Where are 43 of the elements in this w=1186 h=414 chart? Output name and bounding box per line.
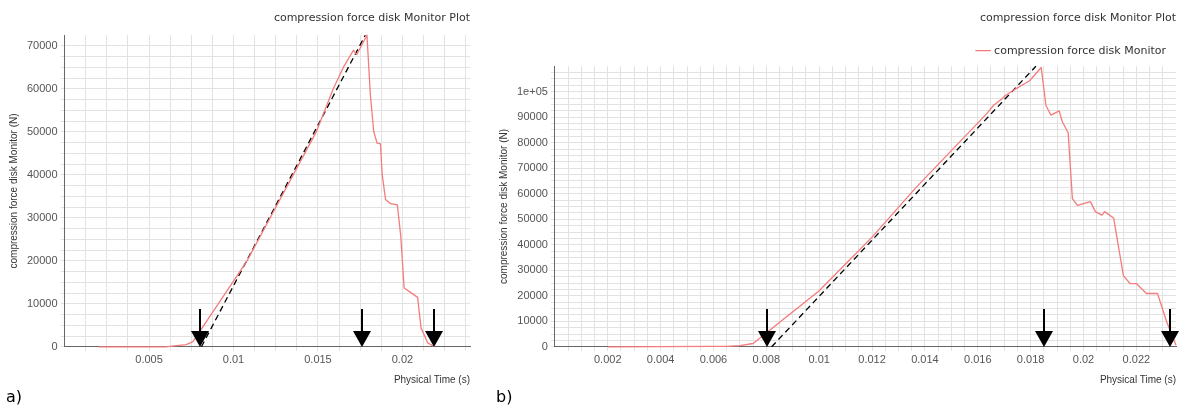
x-tick-label: 0.004 [646,353,675,366]
chart-title: compression force disk Monitor Plot [979,11,1177,25]
y-tick-label: 80000 [517,135,548,148]
x-tick-label: 0.014 [911,353,939,366]
x-tick-label: 0.008 [752,353,781,366]
x-tick-label: 0.02 [391,353,414,366]
y-tick-label: 30000 [517,263,548,276]
y-tick-label: 50000 [517,212,548,225]
text: a) [6,387,23,406]
legend-label: compression force disk Monitor [994,43,1167,57]
x-tick-label: 0.016 [964,353,992,366]
x-tick-label: 0.022 [1122,353,1151,366]
y-tick-label: 90000 [517,110,548,123]
x-axis-title: Physical Time (s) [1099,373,1176,385]
y-tick-label: 60000 [26,81,58,94]
x-tick-label: 0.015 [304,353,332,366]
x-tick-label: 0.005 [135,353,163,366]
y-tick-label: 0 [51,339,58,352]
x-axis-title: Physical Time (s) [393,373,470,385]
x-tick-label: 0.01 [808,353,830,366]
y-tick-label: 70000 [517,161,548,174]
x-tick-label: 0.002 [593,353,622,366]
y-tick-label: 30000 [26,210,58,223]
y-tick-label: 60000 [517,186,548,199]
chart-title: compression force disk Monitor Plot [273,11,471,25]
y-tick-label: 1e+05 [516,84,548,97]
y-axis-title: compression force disk Monitor (N) [497,128,509,285]
y-tick-label: 40000 [517,237,548,250]
y-axis-title: compression force disk Monitor (N) [7,113,19,269]
x-tick-label: 0.01 [222,353,245,366]
y-tick-label: 40000 [26,167,58,180]
y-tick-label: 20000 [517,288,548,301]
x-tick-label: 0.012 [858,353,886,366]
x-tick-label: 0.02 [1072,353,1095,366]
y-tick-label: 10000 [26,296,58,309]
y-tick-label: 50000 [26,124,58,137]
text: b) [496,387,513,406]
y-tick-label: 0 [541,339,548,352]
y-tick-label: 10000 [517,314,548,327]
x-tick-label: 0.018 [1016,353,1045,366]
y-tick-label: 20000 [26,253,58,266]
y-tick-label: 70000 [26,38,58,51]
x-tick-label: 0.006 [699,353,728,366]
